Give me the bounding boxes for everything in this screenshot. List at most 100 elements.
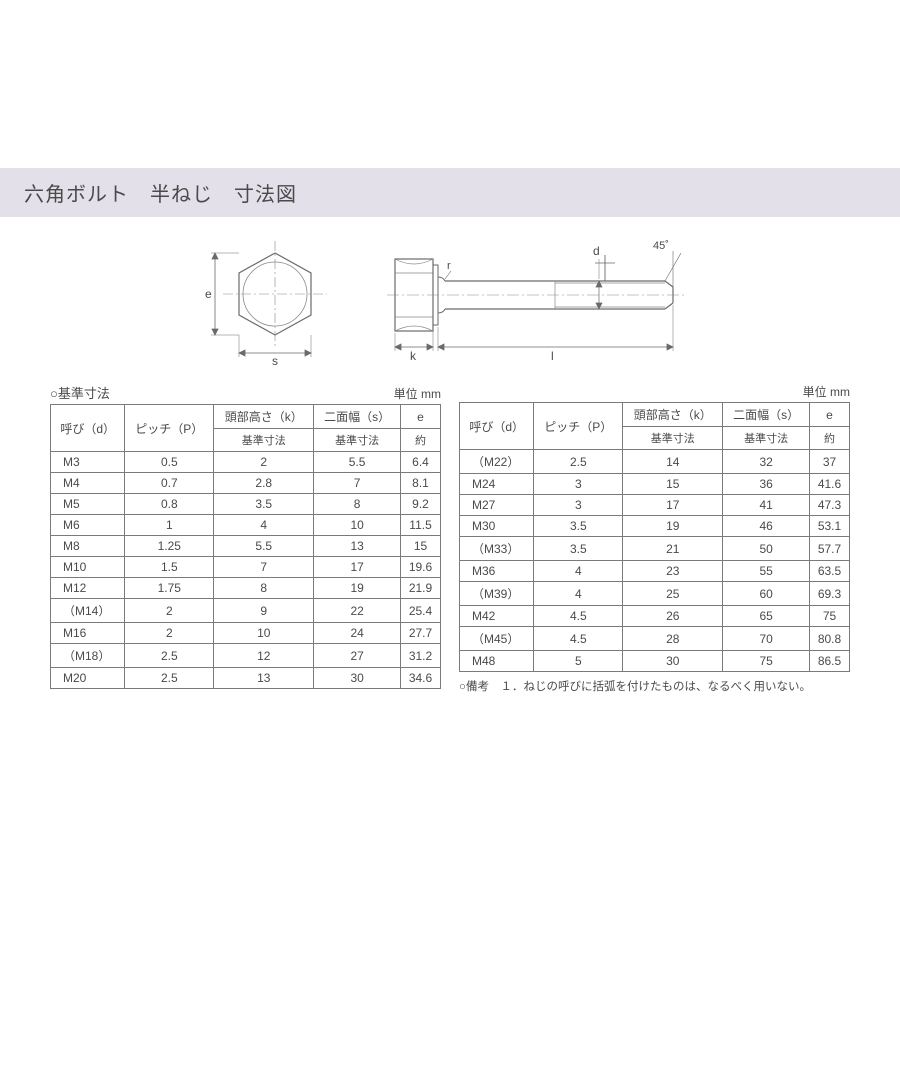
table-row: （M33）3.5215057.7 bbox=[460, 537, 850, 561]
content-area: e s bbox=[0, 235, 900, 694]
table-cell: （M33） bbox=[460, 537, 534, 561]
table-cell: （M39） bbox=[460, 582, 534, 606]
table-cell: M48 bbox=[460, 651, 534, 672]
table-cell: 36 bbox=[723, 474, 810, 495]
table-cell: 11.5 bbox=[401, 515, 441, 536]
table-cell: 47.3 bbox=[810, 495, 850, 516]
table-row: M40.72.878.1 bbox=[51, 473, 441, 494]
table-cell: （M18） bbox=[51, 644, 125, 668]
label-d: d bbox=[593, 244, 600, 258]
table-cell: 6.4 bbox=[401, 452, 441, 473]
table-row: （M18）2.5122731.2 bbox=[51, 644, 441, 668]
rh-0: 呼び（d） bbox=[460, 403, 534, 450]
rhs-0: 基準寸法 bbox=[623, 427, 723, 450]
bolt-front-diagram: e s bbox=[195, 235, 355, 365]
table-cell: （M22） bbox=[460, 450, 534, 474]
lhs-2: 約 bbox=[401, 429, 441, 452]
left-table: 呼び（d） ピッチ（P） 頭部高さ（k） 二面幅（s） e 基準寸法 基準寸法 … bbox=[50, 404, 441, 689]
table-cell: 7 bbox=[214, 557, 314, 578]
bolt-side-diagram: r d 45˚ bbox=[385, 235, 705, 365]
table-cell: 0.8 bbox=[125, 494, 214, 515]
table-cell: 12 bbox=[214, 644, 314, 668]
lhs-1: 基準寸法 bbox=[314, 429, 401, 452]
diagram-row: e s bbox=[50, 235, 850, 365]
label-angle: 45˚ bbox=[653, 240, 669, 252]
table-cell: 3.5 bbox=[214, 494, 314, 515]
table-cell: 2.5 bbox=[534, 450, 623, 474]
table-cell: 10 bbox=[314, 515, 401, 536]
table-cell: 8.1 bbox=[401, 473, 441, 494]
table-cell: 55 bbox=[723, 561, 810, 582]
right-unit: 単位 mm bbox=[803, 383, 850, 400]
table-cell: 1.25 bbox=[125, 536, 214, 557]
table-cell: 41 bbox=[723, 495, 810, 516]
table-cell: M20 bbox=[51, 668, 125, 689]
table-cell: 19 bbox=[623, 516, 723, 537]
table-row: M50.83.589.2 bbox=[51, 494, 441, 515]
table-row: M121.7581921.9 bbox=[51, 578, 441, 599]
table-cell: 3 bbox=[534, 495, 623, 516]
table-row: M424.5266575 bbox=[460, 606, 850, 627]
table-row: M101.571719.6 bbox=[51, 557, 441, 578]
table-row: M202.5133034.6 bbox=[51, 668, 441, 689]
table-cell: 4 bbox=[534, 582, 623, 606]
table-cell: 30 bbox=[623, 651, 723, 672]
table-cell: M24 bbox=[460, 474, 534, 495]
table-cell: 2.8 bbox=[214, 473, 314, 494]
table-cell: M8 bbox=[51, 536, 125, 557]
table-cell: 3.5 bbox=[534, 537, 623, 561]
table-cell: 26 bbox=[623, 606, 723, 627]
lh-0: 呼び（d） bbox=[51, 405, 125, 452]
page-title: 六角ボルト 半ねじ 寸法図 bbox=[24, 184, 297, 206]
lhs-0: 基準寸法 bbox=[214, 429, 314, 452]
table-cell: M4 bbox=[51, 473, 125, 494]
table-cell: M27 bbox=[460, 495, 534, 516]
table-cell: M12 bbox=[51, 578, 125, 599]
table-cell: 69.3 bbox=[810, 582, 850, 606]
table-cell: 75 bbox=[810, 606, 850, 627]
lh-2: 頭部高さ（k） bbox=[214, 405, 314, 429]
table-cell: 7 bbox=[314, 473, 401, 494]
table-cell: 0.5 bbox=[125, 452, 214, 473]
table-cell: 21.9 bbox=[401, 578, 441, 599]
table-cell: 13 bbox=[314, 536, 401, 557]
rhs-1: 基準寸法 bbox=[723, 427, 810, 450]
table-row: M303.5194653.1 bbox=[460, 516, 850, 537]
table-cell: 2 bbox=[125, 599, 214, 623]
table-cell: 19.6 bbox=[401, 557, 441, 578]
table-cell: 41.6 bbox=[810, 474, 850, 495]
table-cell: 30 bbox=[314, 668, 401, 689]
table-cell: 4.5 bbox=[534, 606, 623, 627]
lh-3: 二面幅（s） bbox=[314, 405, 401, 429]
table-cell: 10 bbox=[214, 623, 314, 644]
rhs-2: 約 bbox=[810, 427, 850, 450]
table-cell: 0.7 bbox=[125, 473, 214, 494]
table-row: M243153641.6 bbox=[460, 474, 850, 495]
label-l: l bbox=[551, 349, 554, 363]
table-cell: 50 bbox=[723, 537, 810, 561]
label-s: s bbox=[272, 354, 278, 365]
table-cell: 80.8 bbox=[810, 627, 850, 651]
table-cell: 65 bbox=[723, 606, 810, 627]
label-r: r bbox=[447, 260, 451, 272]
table-cell: 3 bbox=[534, 474, 623, 495]
table-cell: 4 bbox=[534, 561, 623, 582]
table-cell: 17 bbox=[623, 495, 723, 516]
rh-4: e bbox=[810, 403, 850, 427]
table-row: M364235563.5 bbox=[460, 561, 850, 582]
table-cell: 5.5 bbox=[314, 452, 401, 473]
table-cell: （M45） bbox=[460, 627, 534, 651]
table-cell: 8 bbox=[214, 578, 314, 599]
title-bar: 六角ボルト 半ねじ 寸法図 bbox=[0, 168, 900, 217]
table-row: M273174147.3 bbox=[460, 495, 850, 516]
left-table-block: ○基準寸法 単位 mm 呼び（d） ピッチ（P） 頭部高さ（k） 二面幅（s） … bbox=[50, 383, 441, 689]
table-cell: 21 bbox=[623, 537, 723, 561]
rh-3: 二面幅（s） bbox=[723, 403, 810, 427]
table-cell: M10 bbox=[51, 557, 125, 578]
lh-4: e bbox=[401, 405, 441, 429]
lh-1: ピッチ（P） bbox=[125, 405, 214, 452]
tables-row: ○基準寸法 単位 mm 呼び（d） ピッチ（P） 頭部高さ（k） 二面幅（s） … bbox=[50, 383, 850, 694]
left-unit: 単位 mm bbox=[394, 385, 441, 402]
table-row: M485307586.5 bbox=[460, 651, 850, 672]
rh-2: 頭部高さ（k） bbox=[623, 403, 723, 427]
